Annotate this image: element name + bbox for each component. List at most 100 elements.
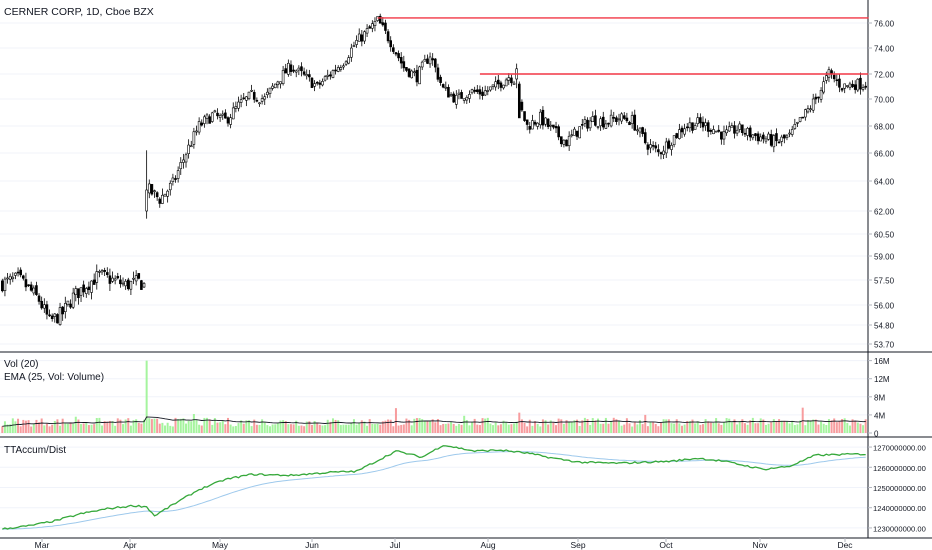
volume-bar-down: [208, 419, 211, 433]
volume-bar-down: [754, 423, 757, 433]
candle-up: [683, 128, 686, 135]
volume-bar-up: [715, 418, 718, 433]
volume-bar-down: [686, 420, 689, 433]
candle-up: [418, 66, 421, 85]
volume-bar-up: [98, 417, 101, 433]
candle-up: [247, 91, 251, 100]
candle-down: [19, 269, 22, 276]
candle-up: [218, 115, 222, 118]
candle-down: [754, 133, 757, 137]
volume-bar-up: [704, 419, 707, 433]
candle-up: [355, 40, 358, 45]
candle-down: [447, 86, 450, 98]
volume-bar-down: [329, 421, 332, 433]
volume-bar-down: [368, 419, 371, 433]
candle-up: [132, 277, 135, 280]
candle-down: [832, 74, 836, 80]
price-pane-title: CERNER CORP, 1D, Cboe BZX: [4, 6, 154, 18]
volume-bar-down: [116, 418, 119, 433]
price-tick-label: 76.00: [874, 20, 895, 29]
volume-bar-up: [247, 420, 250, 433]
volume-bar-down: [318, 424, 321, 433]
candle-down: [552, 124, 555, 128]
volume-bar-down: [22, 419, 25, 433]
candle-up: [502, 84, 505, 89]
candle-up: [772, 135, 776, 148]
candle-down: [360, 34, 364, 42]
volume-bar-up: [237, 423, 240, 433]
volume-bar-up: [169, 425, 172, 433]
candle-up: [730, 125, 734, 128]
candle-up: [176, 170, 180, 179]
candle-up: [234, 106, 238, 109]
volume-bar-up: [604, 417, 607, 433]
volume-bar-down: [817, 424, 820, 433]
candle-down: [103, 270, 106, 272]
volume-bar-down: [119, 419, 122, 433]
volume-bar-up: [418, 418, 421, 433]
volume-bar-down: [379, 424, 382, 433]
volume-bar-up: [618, 421, 621, 433]
volume-bar-up: [673, 423, 676, 433]
candle-down: [310, 77, 314, 88]
volume-bar-down: [56, 419, 59, 433]
volume-bar-down: [841, 419, 844, 433]
candle-up: [142, 283, 146, 288]
candle-down: [777, 141, 781, 144]
candle-up: [111, 277, 114, 282]
candle-up: [342, 65, 345, 68]
volume-bar-down: [156, 418, 159, 433]
volume-bar-up: [148, 418, 151, 433]
volume-bar-up: [74, 416, 77, 433]
candle-up: [504, 79, 508, 87]
candle-down: [441, 84, 445, 88]
volume-bar-down: [659, 422, 662, 433]
volume-bar-up: [53, 420, 56, 433]
candle-up: [182, 159, 185, 163]
candle-down: [242, 97, 246, 100]
volume-bar-down: [434, 422, 437, 433]
candle-up: [785, 135, 789, 138]
volume-bar-up: [258, 424, 261, 433]
candle-down: [554, 126, 558, 129]
candle-up: [636, 129, 639, 132]
volume-bar-up: [229, 424, 232, 433]
volume-bar-down: [547, 424, 550, 433]
volume-bar-down: [749, 420, 752, 433]
volume-bar-down: [615, 419, 618, 433]
volume-bar-up: [515, 421, 518, 433]
volume-bar-up: [171, 426, 174, 433]
volume-bar-down: [397, 425, 400, 433]
volume-bar-up: [287, 424, 290, 433]
candle-down: [701, 121, 705, 128]
candle-down: [675, 133, 679, 138]
candle-up: [489, 86, 492, 91]
candle-down: [226, 117, 230, 124]
volume-bar-up: [804, 425, 807, 433]
volume-bar-up: [161, 422, 164, 433]
candle-down: [300, 66, 303, 72]
candle-up: [205, 114, 209, 119]
candle-down: [426, 58, 429, 64]
volume-bar-up: [153, 418, 156, 433]
candle-down: [394, 52, 398, 55]
volume-bar-up: [736, 424, 739, 433]
candle-up: [260, 98, 264, 102]
candle-down: [407, 68, 411, 77]
volume-bar-up: [489, 423, 492, 433]
volume-bar-up: [471, 422, 474, 433]
candle-up: [331, 70, 335, 78]
candle-up: [751, 134, 755, 139]
candle-down: [851, 83, 854, 88]
candle-up: [197, 121, 201, 133]
candle-down: [533, 121, 537, 125]
candle-up: [567, 135, 571, 147]
candle-down: [174, 178, 177, 180]
candle-up: [100, 270, 104, 273]
volume-bar-down: [45, 423, 48, 433]
candle-down: [137, 273, 141, 279]
volume-bar-down: [242, 423, 245, 433]
volume-bar-up: [266, 425, 269, 433]
volume-bar-down: [93, 424, 96, 433]
